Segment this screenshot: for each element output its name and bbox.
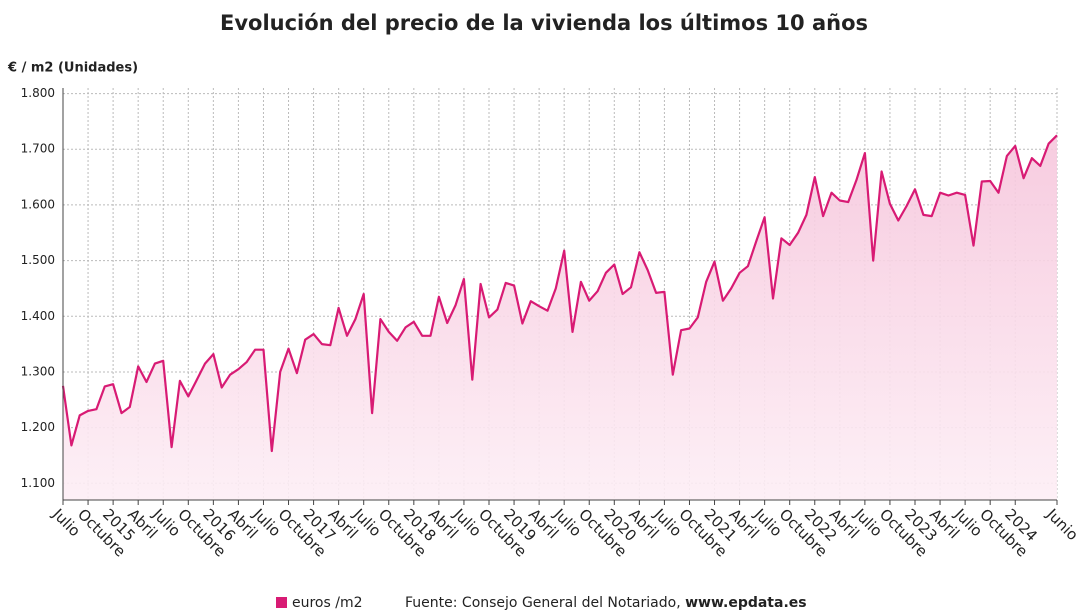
y-tick-label: 1.500	[21, 253, 55, 267]
source-link: www.epdata.es	[685, 595, 807, 611]
y-tick-label: 1.700	[21, 142, 55, 156]
y-tick-label: 1.400	[21, 309, 55, 323]
y-tick-label: 1.100	[21, 476, 55, 490]
y-axis-label: € / m2 (Unidades)	[7, 61, 138, 76]
legend-swatch	[276, 597, 287, 608]
line	[61, 134, 1058, 453]
source-label: Fuente: Consejo General del Notariado,	[405, 595, 681, 611]
x-tick-label: Junio	[1042, 505, 1081, 544]
chart-title: Evolución del precio de la vivienda los …	[220, 11, 868, 35]
y-tick-label: 1.600	[21, 197, 55, 211]
source: Fuente: Consejo General del Notariado, w…	[405, 595, 807, 611]
y-tick-label: 1.200	[21, 420, 55, 434]
area	[63, 135, 1057, 501]
y-tick-label: 1.300	[21, 364, 55, 378]
y-tick-label: 1.800	[21, 86, 55, 100]
legend-label: euros /m2	[292, 595, 363, 611]
